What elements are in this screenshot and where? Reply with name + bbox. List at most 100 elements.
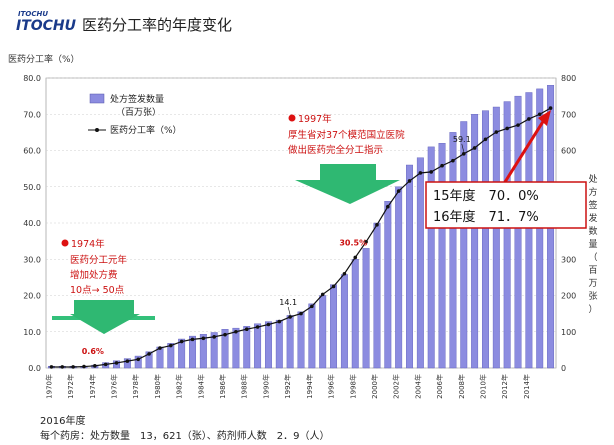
rate-point-2006 [440, 163, 444, 168]
bar-2008 [460, 121, 468, 369]
rate-point-1992 [288, 315, 292, 319]
left-tick-label: 70.0 [23, 110, 41, 119]
point-label-1998: 30.5% [339, 238, 367, 247]
line-series [49, 106, 553, 369]
rate-point-1997 [342, 271, 347, 276]
green-arrow-1997-icon [295, 180, 400, 204]
left-axis-ticks: 0.0 10.0 20.0 30.0 40.0 50.0 60.0 70.0 80.0 [23, 74, 41, 373]
highlight-box-line1: 15年度 70．0% [433, 188, 539, 204]
rate-point-2005 [429, 170, 434, 174]
x-tick-label: 1980年 [153, 374, 162, 399]
annotation-1997-line3: 做出医药完全分工指示 [288, 144, 383, 156]
point-label-leader [287, 306, 291, 315]
x-tick-label: 1974年 [88, 374, 97, 399]
x-tick-label: 1996年 [327, 374, 336, 399]
rate-point-2004 [418, 171, 423, 175]
rate-point-2007 [451, 158, 455, 163]
x-tick-label: 2006年 [435, 374, 444, 399]
left-tick-label: 30.0 [23, 255, 41, 264]
x-tick-label: 1984年 [196, 374, 205, 399]
bar-1982 [178, 338, 186, 369]
x-tick-label: 1998年 [348, 374, 357, 399]
bar-1990 [264, 321, 272, 369]
x-tick-label: 2012年 [500, 374, 509, 399]
footer-stats: 每个药房：处方数量 13，621（张）、药剂师人数 2．9（人） [40, 429, 330, 442]
rate-point-1994 [310, 304, 314, 309]
annotation-1997-dot-icon [288, 114, 296, 122]
left-tick-label: 50.0 [23, 183, 41, 192]
x-tick-label: 2008年 [457, 374, 466, 399]
bar-2013 [514, 95, 522, 369]
right-tick-label: 800 [561, 74, 576, 83]
x-tick-label: 1976年 [110, 374, 119, 399]
rate-point-1990 [266, 322, 271, 327]
right-tick-label: 0 [561, 364, 566, 373]
bar-1978 [134, 355, 142, 369]
rate-point-2001 [386, 204, 390, 209]
left-tick-label: 10.0 [23, 328, 41, 337]
x-tick-label: 1982年 [175, 374, 184, 399]
rate-point-2014 [527, 117, 531, 121]
rate-point-2013 [516, 123, 520, 127]
rate-point-1984 [201, 336, 206, 341]
annotation-1974-year: 1974年 [71, 238, 105, 250]
right-tick-label: 100 [561, 328, 576, 337]
highlight: 15年度 70．0% 16年度 71．7% [425, 110, 587, 229]
rate-point-1970 [49, 365, 54, 369]
rate-point-1993 [299, 311, 303, 316]
point-label-1992: 14.1 [279, 298, 297, 307]
point-label-1974: 0.6% [82, 347, 104, 356]
legend-line-marker [95, 128, 99, 132]
legend-line-label: 医药分工率（%） [110, 124, 182, 136]
bar-2006 [438, 143, 446, 369]
rate-point-1998 [353, 255, 358, 260]
logo: ITOCHU [16, 18, 77, 34]
bar-2009 [471, 114, 479, 369]
bar-1983 [189, 335, 196, 369]
rate-point-1991 [277, 319, 282, 324]
rate-point-1996 [331, 284, 336, 289]
bar-1979 [145, 351, 153, 369]
rate-point-1971 [60, 365, 65, 369]
left-tick-label: 80.0 [23, 74, 41, 83]
legend-bar-unit: （百万张） [116, 107, 161, 118]
bar-2005 [427, 146, 435, 369]
rate-point-1986 [223, 332, 227, 337]
bar-1991 [275, 319, 283, 369]
annotation-1974-line3: 增加处方费 [70, 269, 118, 281]
highlight-arrow-shaft [503, 119, 546, 183]
rate-point-1983 [190, 337, 195, 342]
rate-point-1985 [212, 335, 216, 339]
bar-1996 [330, 284, 338, 369]
legend-bar-label: 处方签发数量 [110, 93, 164, 105]
bar-1987 [232, 327, 240, 369]
header: ITOCHU ITOCHU 医药分工率的年度变化 [16, 10, 232, 34]
bar-2014 [525, 92, 533, 369]
rate-point-1981 [168, 343, 173, 348]
x-tick-label: 2010年 [478, 374, 487, 399]
bar-1981 [167, 343, 175, 369]
right-tick-label: 600 [561, 147, 576, 156]
point-label-leader [461, 143, 465, 152]
bar-1999 [362, 248, 370, 369]
right-tick-label: 700 [561, 110, 576, 119]
highlight-box [425, 181, 587, 229]
bar-2004 [416, 157, 424, 369]
left-tick-label: 60.0 [23, 147, 41, 156]
right-tick-label: 300 [561, 255, 576, 264]
rate-point-2008 [461, 151, 466, 156]
rate-point-2012 [505, 126, 509, 131]
rate-point-2002 [396, 189, 401, 193]
highlight-arrow-head-icon [538, 110, 551, 126]
rate-point-2016 [548, 106, 553, 110]
left-tick-label: 0.0 [28, 364, 41, 373]
bar-1985 [210, 332, 218, 369]
left-tick-label: 20.0 [23, 292, 41, 301]
x-tick-label: 1978年 [131, 374, 140, 399]
bar-2007 [449, 132, 457, 369]
x-tick-label: 1970年 [44, 374, 53, 399]
bar-1977 [123, 358, 131, 369]
bar-1994 [308, 303, 316, 369]
rate-point-2009 [472, 146, 477, 150]
rate-point-2011 [494, 130, 499, 134]
